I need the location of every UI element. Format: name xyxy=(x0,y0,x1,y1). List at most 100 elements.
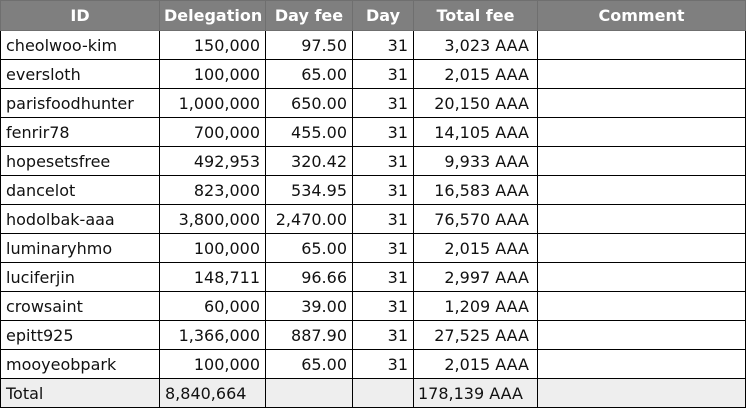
cell-day[interactable]: 31 xyxy=(352,349,414,379)
cell-comment[interactable] xyxy=(537,88,746,118)
cell-id[interactable]: mooyeobpark xyxy=(0,349,160,379)
cell-day[interactable]: 31 xyxy=(352,175,414,205)
cell-day-fee[interactable]: 96.66 xyxy=(265,262,353,292)
cell-id[interactable]: epitt925 xyxy=(0,320,160,350)
table-row: dancelot 823,000 534.95 31 16,583 AAA xyxy=(0,175,746,205)
cell-delegation[interactable]: 1,366,000 xyxy=(159,320,266,350)
table-row: fenrir78 700,000 455.00 31 14,105 AAA xyxy=(0,117,746,147)
cell-total-fee[interactable]: 27,525 AAA xyxy=(413,320,538,350)
cell-delegation[interactable]: 100,000 xyxy=(159,59,266,89)
cell-total-fee[interactable]: 76,570 AAA xyxy=(413,204,538,234)
table-row: hodolbak-aaa 3,800,000 2,470.00 31 76,570 AA… xyxy=(0,204,746,234)
cell-delegation[interactable]: 3,800,000 xyxy=(159,204,266,234)
cell-day-fee[interactable]: 65.00 xyxy=(265,349,353,379)
cell-total-fee[interactable]: 14,105 AAA xyxy=(413,117,538,147)
cell-day-fee[interactable]: 97.50 xyxy=(265,30,353,60)
total-delegation[interactable]: 8,840,664 xyxy=(159,378,266,408)
cell-comment[interactable] xyxy=(537,146,746,176)
cell-day[interactable]: 31 xyxy=(352,262,414,292)
cell-id[interactable]: luminaryhmo xyxy=(0,233,160,263)
cell-total-fee[interactable]: 2,997 AAA xyxy=(413,262,538,292)
cell-id[interactable]: parisfoodhunter xyxy=(0,88,160,118)
cell-day[interactable]: 31 xyxy=(352,117,414,147)
header-delegation[interactable]: Delegation xyxy=(159,0,266,31)
table-row: epitt925 1,366,000 887.90 31 27,525 AAA xyxy=(0,320,746,350)
cell-comment[interactable] xyxy=(537,175,746,205)
total-day[interactable] xyxy=(352,378,414,408)
total-comment[interactable] xyxy=(537,378,746,408)
cell-id[interactable]: hodolbak-aaa xyxy=(0,204,160,234)
header-day-fee[interactable]: Day fee xyxy=(265,0,353,31)
cell-day[interactable]: 31 xyxy=(352,88,414,118)
cell-id[interactable]: crowsaint xyxy=(0,291,160,321)
cell-id[interactable]: dancelot xyxy=(0,175,160,205)
cell-delegation[interactable]: 1,000,000 xyxy=(159,88,266,118)
cell-comment[interactable] xyxy=(537,233,746,263)
table-row: parisfoodhunter 1,000,000 650.00 31 20,150 A… xyxy=(0,88,746,118)
cell-id[interactable]: hopesetsfree xyxy=(0,146,160,176)
cell-total-fee[interactable]: 16,583 AAA xyxy=(413,175,538,205)
cell-comment[interactable] xyxy=(537,349,746,379)
table-row: cheolwoo-kim 150,000 97.50 31 3,023 AAA xyxy=(0,30,746,60)
cell-day-fee[interactable]: 455.00 xyxy=(265,117,353,147)
cell-total-fee[interactable]: 3,023 AAA xyxy=(413,30,538,60)
cell-day-fee[interactable]: 534.95 xyxy=(265,175,353,205)
cell-id[interactable]: fenrir78 xyxy=(0,117,160,147)
cell-comment[interactable] xyxy=(537,204,746,234)
total-day-fee[interactable] xyxy=(265,378,353,408)
cell-comment[interactable] xyxy=(537,59,746,89)
table-row: eversloth 100,000 65.00 31 2,015 AAA xyxy=(0,59,746,89)
cell-delegation[interactable]: 60,000 xyxy=(159,291,266,321)
cell-day[interactable]: 31 xyxy=(352,291,414,321)
cell-total-fee[interactable]: 20,150 AAA xyxy=(413,88,538,118)
cell-comment[interactable] xyxy=(537,30,746,60)
cell-total-fee[interactable]: 9,933 AAA xyxy=(413,146,538,176)
cell-id[interactable]: eversloth xyxy=(0,59,160,89)
cell-delegation[interactable]: 150,000 xyxy=(159,30,266,60)
cell-delegation[interactable]: 100,000 xyxy=(159,233,266,263)
cell-total-fee[interactable]: 2,015 AAA xyxy=(413,59,538,89)
cell-comment[interactable] xyxy=(537,291,746,321)
table-body: cheolwoo-kim 150,000 97.50 31 3,023 AAA evers… xyxy=(0,30,746,379)
header-id[interactable]: ID xyxy=(0,0,160,31)
cell-comment[interactable] xyxy=(537,262,746,292)
cell-day-fee[interactable]: 320.42 xyxy=(265,146,353,176)
cell-delegation[interactable]: 100,000 xyxy=(159,349,266,379)
table-row: luciferjin 148,711 96.66 31 2,997 AAA xyxy=(0,262,746,292)
cell-delegation[interactable]: 148,711 xyxy=(159,262,266,292)
table-row: crowsaint 60,000 39.00 31 1,209 AAA xyxy=(0,291,746,321)
cell-day[interactable]: 31 xyxy=(352,146,414,176)
cell-comment[interactable] xyxy=(537,320,746,350)
header-total-fee[interactable]: Total fee xyxy=(413,0,538,31)
cell-day[interactable]: 31 xyxy=(352,320,414,350)
cell-comment[interactable] xyxy=(537,117,746,147)
total-total-fee[interactable]: 178,139 AAA xyxy=(413,378,538,408)
cell-total-fee[interactable]: 1,209 AAA xyxy=(413,291,538,321)
cell-day-fee[interactable]: 2,470.00 xyxy=(265,204,353,234)
cell-day[interactable]: 31 xyxy=(352,204,414,234)
cell-delegation[interactable]: 823,000 xyxy=(159,175,266,205)
cell-day-fee[interactable]: 39.00 xyxy=(265,291,353,321)
total-label[interactable]: Total xyxy=(0,378,160,408)
cell-id[interactable]: cheolwoo-kim xyxy=(0,30,160,60)
cell-day[interactable]: 31 xyxy=(352,233,414,263)
cell-day-fee[interactable]: 650.00 xyxy=(265,88,353,118)
cell-id[interactable]: luciferjin xyxy=(0,262,160,292)
total-row: Total 8,840,664 178,139 AAA xyxy=(0,378,746,408)
cell-day-fee[interactable]: 65.00 xyxy=(265,59,353,89)
cell-delegation[interactable]: 700,000 xyxy=(159,117,266,147)
header-day[interactable]: Day xyxy=(352,0,414,31)
table-row: mooyeobpark 100,000 65.00 31 2,015 AAA xyxy=(0,349,746,379)
cell-total-fee[interactable]: 2,015 AAA xyxy=(413,349,538,379)
cell-day-fee[interactable]: 887.90 xyxy=(265,320,353,350)
cell-total-fee[interactable]: 2,015 AAA xyxy=(413,233,538,263)
cell-day[interactable]: 31 xyxy=(352,30,414,60)
table-row: luminaryhmo 100,000 65.00 31 2,015 AAA xyxy=(0,233,746,263)
cell-day[interactable]: 31 xyxy=(352,59,414,89)
header-comment[interactable]: Comment xyxy=(537,0,746,31)
header-row: ID Delegation Day fee Day Total fee Comm… xyxy=(0,0,746,31)
table-row: hopesetsfree 492,953 320.42 31 9,933 AAA xyxy=(0,146,746,176)
cell-delegation[interactable]: 492,953 xyxy=(159,146,266,176)
cell-day-fee[interactable]: 65.00 xyxy=(265,233,353,263)
